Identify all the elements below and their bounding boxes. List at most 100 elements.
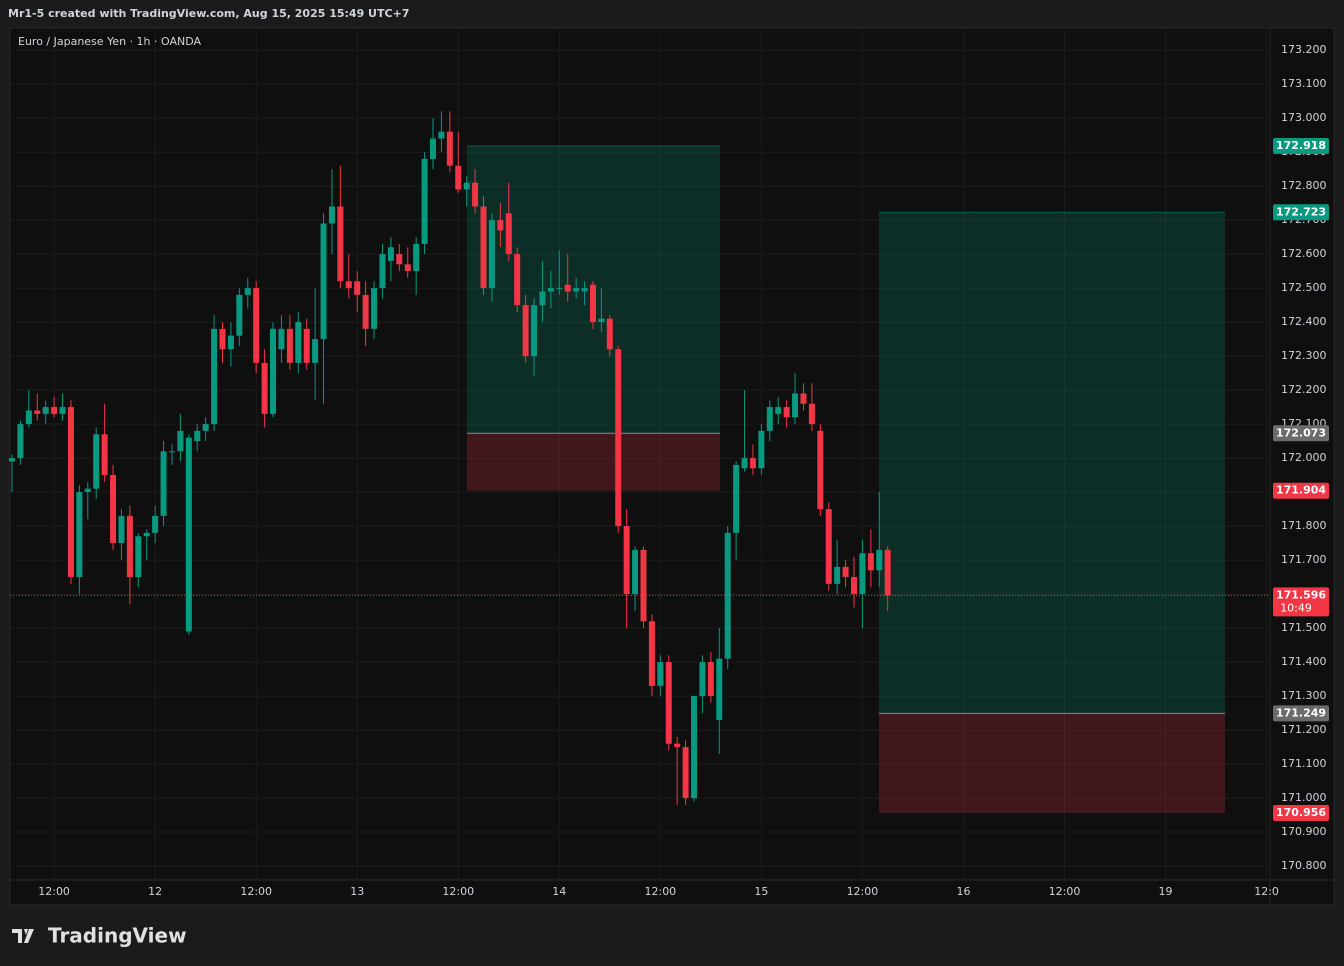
candle-body [67, 407, 74, 578]
candle-body [699, 662, 706, 697]
y-tick-label: 171.400 [1281, 655, 1327, 668]
chart-title: Euro / Japanese Yen · 1h · OANDA [18, 35, 202, 48]
price-badge-label: 172.918 [1276, 139, 1326, 152]
candle-body [547, 288, 554, 292]
x-tick-label: 12:00 [442, 885, 474, 898]
candle-body [632, 549, 639, 595]
candle-body [354, 281, 361, 295]
price-badge-label: 171.249 [1276, 706, 1326, 719]
y-tick-label: 172.800 [1281, 179, 1327, 192]
candle-body [842, 566, 849, 578]
price-badge-label: 172.723 [1276, 205, 1326, 218]
candle-body [135, 536, 142, 578]
x-tick-label: 12 [148, 885, 162, 898]
y-tick-label: 172.300 [1281, 349, 1327, 362]
price-badge [1273, 705, 1329, 722]
candle-body [278, 328, 285, 350]
y-tick-label: 172.400 [1281, 315, 1327, 328]
candle-body [387, 247, 394, 261]
price-badge-label: 171.904 [1276, 484, 1326, 497]
candle-body [573, 288, 580, 292]
candle-body [488, 220, 495, 289]
x-tick-label: 12:00 [847, 885, 879, 898]
candle-body [741, 458, 748, 469]
candle-body [211, 328, 218, 425]
candle-body [337, 206, 344, 282]
candle-body [691, 696, 698, 799]
candle-body [253, 288, 260, 363]
candle-body [539, 291, 546, 306]
x-tick-label: 14 [552, 885, 566, 898]
candle-body [185, 437, 192, 632]
candle-body [514, 254, 521, 306]
y-tick-label: 172.000 [1281, 451, 1327, 464]
candle-body [792, 393, 799, 418]
candle-body [808, 403, 815, 425]
candle-body [438, 131, 445, 139]
y-tick-label: 170.900 [1281, 825, 1327, 838]
candle-body [783, 407, 790, 418]
x-tick-label: 12:0 [1254, 885, 1279, 898]
candle-body [623, 526, 630, 595]
candle-body [25, 410, 32, 425]
candle-body [859, 553, 866, 595]
candle-body [531, 305, 538, 357]
candle-body [564, 284, 571, 292]
candle-body [589, 284, 596, 323]
countdown: 10:49 [1280, 601, 1312, 614]
x-tick-label: 12:00 [1049, 885, 1081, 898]
candle-body [59, 407, 66, 414]
candle-body [657, 662, 664, 686]
candle-body [421, 158, 428, 244]
candle-body [665, 662, 672, 744]
y-tick-label: 172.200 [1281, 383, 1327, 396]
candle-body [42, 407, 49, 414]
candle-body [581, 288, 588, 292]
y-tick-label: 172.600 [1281, 247, 1327, 260]
candle-body [682, 747, 689, 799]
y-tick-label: 171.800 [1281, 519, 1327, 532]
candle-body [522, 305, 529, 357]
candle-body [270, 328, 277, 414]
candle-body [345, 281, 352, 289]
candle-body [202, 424, 209, 431]
y-tick-label: 172.500 [1281, 281, 1327, 294]
candle-body [286, 328, 293, 363]
candle-body [261, 362, 268, 414]
candle-body [320, 223, 327, 340]
price-badge [1273, 137, 1329, 154]
candle-body [303, 328, 310, 363]
candle-body [834, 566, 841, 584]
x-tick-label: 13 [350, 885, 364, 898]
candle-body [9, 458, 15, 462]
price-badge [1273, 204, 1329, 221]
candle-body [110, 475, 117, 544]
candle-body [168, 451, 175, 453]
y-tick-label: 171.100 [1281, 757, 1327, 770]
x-tick-label: 12:00 [240, 885, 272, 898]
candle-body [76, 492, 83, 578]
loss-zone [879, 713, 1225, 814]
candle-body [598, 318, 605, 323]
price-badge [1273, 805, 1329, 822]
candle-body [758, 430, 765, 469]
price-badge [1273, 425, 1329, 442]
candle-body [505, 213, 512, 255]
candle-body [648, 621, 655, 686]
candle-body [766, 407, 773, 431]
candle-body [371, 288, 378, 329]
candle-body [160, 451, 167, 516]
y-tick-label: 171.500 [1281, 621, 1327, 634]
y-tick-label: 171.200 [1281, 723, 1327, 736]
candle-body [497, 220, 504, 231]
candle-body [674, 743, 681, 748]
candle-body [430, 138, 436, 159]
candle-body [152, 515, 159, 533]
candle-body [480, 206, 487, 289]
candle-body [851, 577, 857, 595]
candle-body [707, 662, 714, 697]
candle-body [884, 549, 891, 596]
last-price-label: 171.596 [1276, 588, 1326, 601]
candle-body [413, 243, 420, 272]
candle-body [51, 407, 58, 414]
